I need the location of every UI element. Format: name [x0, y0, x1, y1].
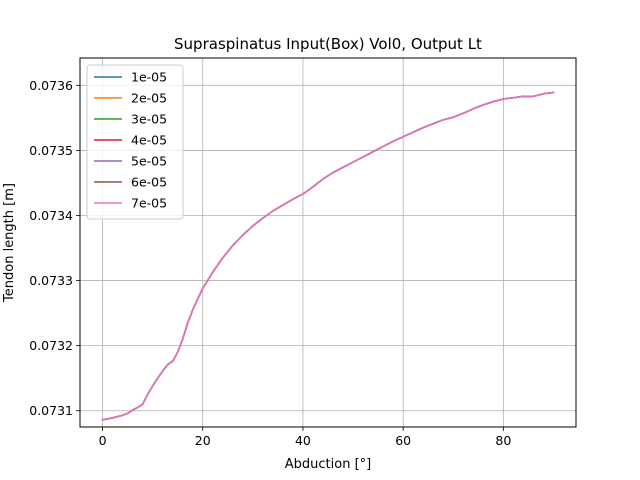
- series-line-7e-05: [101, 91, 555, 421]
- x-tick-label: 0: [99, 433, 107, 448]
- legend-label: 7e-05: [131, 196, 167, 211]
- y-tick-label: 0.0736: [29, 78, 73, 93]
- legend-label: 6e-05: [131, 175, 167, 190]
- legend: 1e-05 2e-05 3e-05 4e-05 5e-05 6e-05 7e-05: [86, 64, 184, 220]
- y-tick-label: 0.0735: [29, 143, 73, 158]
- y-tick-label: 0.0734: [29, 208, 73, 223]
- legend-label: 4e-05: [131, 133, 167, 148]
- axis-ticks: 0 20 40 60 80 0.0731 0.0732 0.0733 0.0734 0.0735 0…: [29, 78, 511, 448]
- legend-box: [86, 64, 184, 220]
- legend-label: 2e-05: [131, 91, 167, 106]
- y-tick-label: 0.0731: [29, 403, 73, 418]
- y-axis-label: Tendon length [m]: [2, 183, 17, 303]
- x-tick-label: 20: [195, 433, 211, 448]
- plot-area-frame: [79, 57, 577, 428]
- series-lines: [101, 91, 555, 421]
- x-tick-label: 40: [295, 433, 311, 448]
- x-tick-label: 60: [395, 433, 411, 448]
- chart-title: Supraspinatus Input(Box) Vol0, Output Lt: [174, 35, 482, 53]
- y-tick-label: 0.0733: [29, 273, 73, 288]
- legend-label: 1e-05: [131, 70, 167, 85]
- y-tick-label: 0.0732: [29, 338, 73, 353]
- x-axis-label: Abduction [°]: [285, 457, 371, 472]
- legend-label: 3e-05: [131, 112, 167, 127]
- legend-label: 5e-05: [131, 154, 167, 169]
- x-tick-label: 80: [495, 433, 511, 448]
